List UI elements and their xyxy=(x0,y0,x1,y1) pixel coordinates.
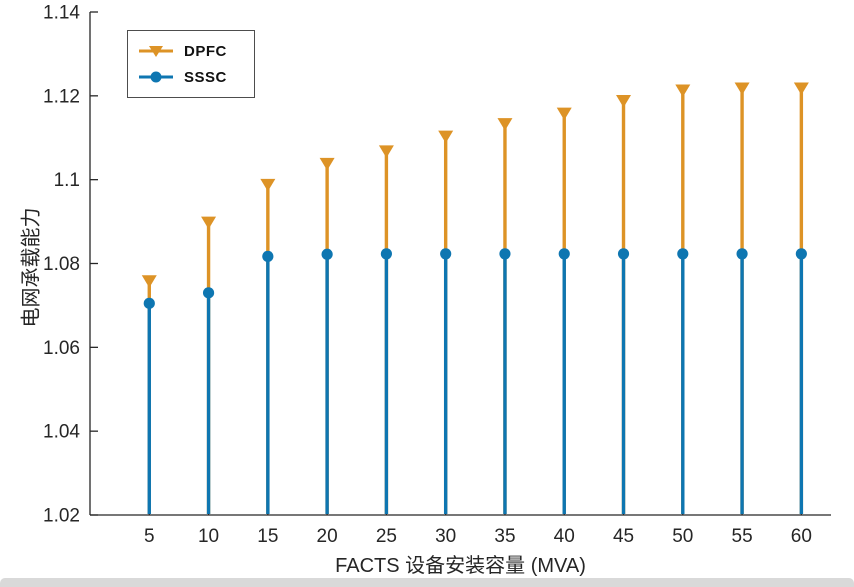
x-axis-label: FACTS 设备安装容量 (MVA) xyxy=(335,555,586,577)
sssc-circle-marker-icon xyxy=(138,67,174,87)
legend-item-sssc[interactable]: SSSC xyxy=(128,64,254,90)
dpfc-triangle-marker xyxy=(201,216,217,230)
dpfc-triangle-marker xyxy=(319,157,335,171)
y-tick-label: 1.08 xyxy=(43,254,80,275)
x-tick-label: 30 xyxy=(435,526,456,547)
dpfc-triangle-marker xyxy=(378,145,394,158)
sssc-circle-marker xyxy=(440,248,452,260)
dpfc-triangle-marker xyxy=(497,118,513,131)
sssc-circle-marker xyxy=(795,248,807,260)
y-tick-label: 1.14 xyxy=(43,3,80,24)
dpfc-triangle-marker xyxy=(675,84,691,98)
sssc-circle-marker xyxy=(677,248,689,260)
x-tick-label: 20 xyxy=(317,526,338,547)
legend-triangle-sample xyxy=(149,46,163,57)
y-tick-label: 1.1 xyxy=(54,170,80,191)
x-tick-label: 40 xyxy=(554,526,575,547)
y-tick-label: 1.02 xyxy=(43,506,80,527)
dpfc-triangle-marker xyxy=(793,82,809,95)
sssc-circle-marker xyxy=(202,287,215,299)
x-tick-label: 55 xyxy=(732,526,753,547)
sssc-circle-marker xyxy=(558,248,570,260)
sssc-circle-marker xyxy=(321,248,333,260)
bottom-divider xyxy=(0,578,854,587)
sssc-circle-marker xyxy=(380,248,392,260)
dpfc-triangle-marker xyxy=(141,275,157,288)
sssc-circle-marker xyxy=(617,248,630,260)
dpfc-triangle-marker xyxy=(260,178,276,192)
dpfc-triangle-marker xyxy=(616,95,632,108)
legend-item-dpfc[interactable]: DPFC xyxy=(128,38,254,64)
x-tick-label: 35 xyxy=(494,526,515,547)
x-tick-label: 25 xyxy=(376,526,397,547)
x-tick-label: 10 xyxy=(198,526,219,547)
legend-label-dpfc: DPFC xyxy=(184,42,227,60)
x-tick-label: 60 xyxy=(791,526,812,547)
sssc-circle-marker xyxy=(499,248,511,260)
legend: DPFC SSSC xyxy=(127,30,255,98)
y-axis-label: 电网承载能力 xyxy=(20,207,43,328)
legend-label-sssc: SSSC xyxy=(184,68,227,86)
dpfc-triangle-marker xyxy=(734,82,750,95)
y-tick-label: 1.04 xyxy=(43,422,80,443)
dpfc-triangle-marker-icon xyxy=(138,41,174,61)
sssc-circle-marker xyxy=(736,248,748,260)
dpfc-triangle-marker xyxy=(556,107,572,121)
x-tick-label: 45 xyxy=(613,526,634,547)
sssc-circle-marker xyxy=(143,297,155,309)
y-tick-label: 1.12 xyxy=(43,86,80,107)
x-tick-label: 5 xyxy=(144,526,155,547)
y-tick-label: 1.06 xyxy=(43,338,80,359)
x-tick-label: 15 xyxy=(257,526,278,547)
dpfc-triangle-marker xyxy=(438,130,454,144)
x-tick-label: 50 xyxy=(672,526,693,547)
legend-circle-sample xyxy=(150,71,162,83)
sssc-circle-marker xyxy=(262,250,274,262)
